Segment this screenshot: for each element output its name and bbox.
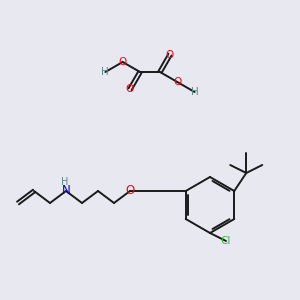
Text: O: O bbox=[126, 84, 134, 94]
Text: O: O bbox=[166, 50, 174, 60]
Text: O: O bbox=[125, 184, 135, 197]
Text: O: O bbox=[118, 57, 127, 67]
Text: O: O bbox=[173, 77, 182, 87]
Text: H: H bbox=[101, 67, 109, 77]
Text: N: N bbox=[61, 184, 70, 197]
Text: H: H bbox=[61, 177, 69, 187]
Text: Cl: Cl bbox=[221, 236, 231, 246]
Text: H: H bbox=[191, 87, 199, 97]
